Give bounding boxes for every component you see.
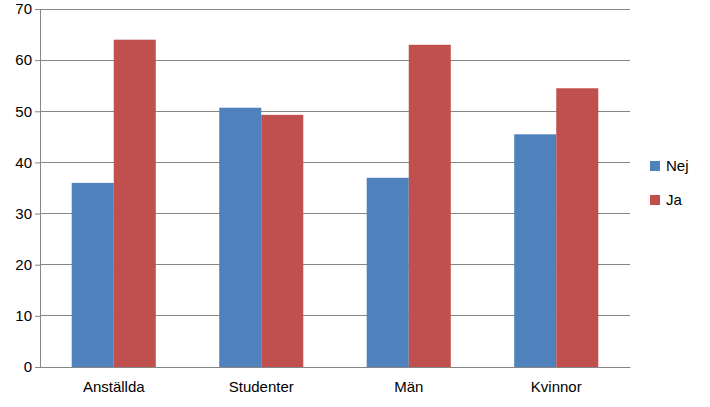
y-tick: 20: [15, 256, 40, 273]
y-tick: 10: [15, 307, 40, 324]
y-tick-mark: [35, 9, 40, 10]
bar: [114, 40, 156, 367]
bars: [72, 40, 599, 367]
x-axis: Anställda Studenter Män Kvinnor: [41, 367, 631, 395]
legend-swatch: [650, 161, 660, 171]
y-tick-label: 60: [15, 51, 32, 68]
legend-item: Nej: [650, 157, 689, 174]
grid-line: [40, 9, 630, 10]
legend-label: Ja: [666, 191, 683, 208]
y-tick: 50: [15, 103, 40, 120]
y-tick-label: 40: [15, 154, 32, 171]
y-tick-mark: [35, 265, 40, 266]
bar: [514, 134, 556, 367]
y-tick-label: 20: [15, 256, 32, 273]
y-tick-label: 10: [15, 307, 32, 324]
x-axis-line: [41, 367, 631, 368]
y-tick-mark: [35, 162, 40, 163]
y-tick-label: 0: [24, 358, 32, 375]
bar: [261, 115, 303, 367]
legend-label: Nej: [666, 157, 689, 174]
x-tick-label: Kvinnor: [531, 378, 582, 395]
series: [114, 40, 599, 367]
x-tick: Studenter: [229, 367, 294, 395]
bar: [72, 183, 114, 367]
y-tick-mark: [35, 111, 40, 112]
y-tick-label: 50: [15, 103, 32, 120]
legend-swatch: [650, 195, 660, 205]
y-axis-line: [35, 10, 41, 368]
legend-item: Ja: [650, 191, 683, 208]
y-tick: 60: [15, 51, 40, 68]
x-tick: Kvinnor: [531, 367, 582, 395]
y-tick: 0: [24, 358, 40, 375]
y-tick: 30: [15, 205, 40, 222]
x-tick: Män: [394, 367, 423, 395]
plot: 0 10 20 30 40 50 60 70 Anställda Studenter Män Kvin…: [15, 0, 630, 394]
y-axis: 0 10 20 30 40 50 60 70: [15, 0, 40, 375]
y-tick: 70: [15, 0, 40, 17]
grid: [40, 9, 630, 367]
y-tick: 40: [15, 154, 40, 171]
x-tick: Anställda: [83, 367, 145, 395]
x-tick-label: Män: [394, 378, 423, 395]
bar: [367, 178, 409, 367]
x-tick-label: Anställda: [83, 378, 145, 395]
bar: [219, 108, 261, 367]
y-tick-label: 70: [15, 0, 32, 17]
x-tick-label: Studenter: [229, 378, 294, 395]
bar: [409, 45, 451, 367]
y-tick-mark: [35, 316, 40, 317]
chart: 0 10 20 30 40 50 60 70 Anställda Studenter Män Kvin…: [0, 0, 710, 407]
legend: Nej Ja: [650, 157, 689, 208]
y-tick-mark: [35, 60, 40, 61]
y-tick-label: 30: [15, 205, 32, 222]
y-tick-mark: [35, 367, 40, 368]
bar: [556, 88, 598, 367]
y-tick-mark: [35, 214, 40, 215]
